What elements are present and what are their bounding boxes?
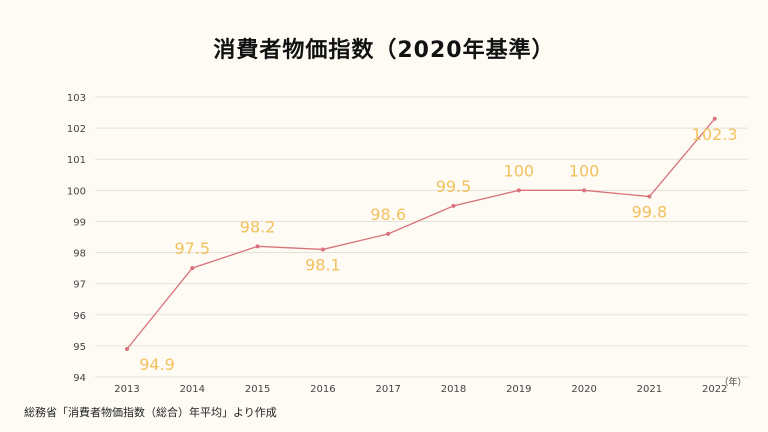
- data-label: 99.5: [436, 177, 472, 196]
- data-point: [516, 188, 521, 193]
- data-label: 97.5: [174, 239, 210, 258]
- y-tick-label: 101: [67, 155, 86, 166]
- data-point: [320, 247, 325, 252]
- data-point: [712, 116, 717, 121]
- y-tick-label: 98: [73, 249, 86, 260]
- y-tick-label: 100: [67, 186, 86, 197]
- data-label: 100: [504, 161, 535, 180]
- data-point: [647, 194, 652, 199]
- data-label: 98.2: [240, 217, 276, 236]
- x-tick-label: 2017: [375, 384, 400, 395]
- y-tick-label: 97: [73, 280, 86, 291]
- y-tick-label: 103: [67, 93, 86, 104]
- x-tick-label: 2016: [310, 384, 335, 395]
- data-label: 98.1: [305, 255, 341, 274]
- data-point: [582, 188, 587, 193]
- source-note: 総務省「消費者物価指数（総合）年平均」より作成: [24, 406, 277, 419]
- x-tick-label: 2020: [571, 384, 596, 395]
- x-tick-label: 2022: [702, 384, 727, 395]
- x-tick-label: 2015: [245, 384, 270, 395]
- x-tick-label: 2014: [180, 384, 205, 395]
- y-tick-label: 102: [67, 124, 86, 135]
- data-point: [190, 266, 195, 271]
- x-tick-label: 2019: [506, 384, 531, 395]
- y-tick-label: 99: [73, 217, 86, 228]
- x-tick-label: 2021: [637, 384, 662, 395]
- data-label: 94.9: [139, 355, 175, 374]
- data-label: 102.3: [692, 125, 738, 144]
- x-unit-label: （年）: [719, 376, 746, 388]
- y-tick-label: 95: [73, 342, 86, 353]
- data-point: [386, 231, 391, 236]
- x-tick-label: 2018: [441, 384, 466, 395]
- chart-title: 消費者物価指数（2020年基準）: [213, 38, 555, 63]
- data-label: 98.6: [370, 205, 406, 224]
- data-point: [255, 244, 260, 249]
- data-label: 100: [569, 161, 600, 180]
- y-tick-label: 96: [73, 311, 86, 322]
- x-tick-label: 2013: [114, 384, 139, 395]
- series-line: [126, 118, 716, 350]
- data-point: [125, 347, 129, 351]
- y-tick-label: 94: [73, 373, 86, 384]
- data-label: 99.8: [632, 203, 668, 222]
- data-point: [451, 203, 456, 208]
